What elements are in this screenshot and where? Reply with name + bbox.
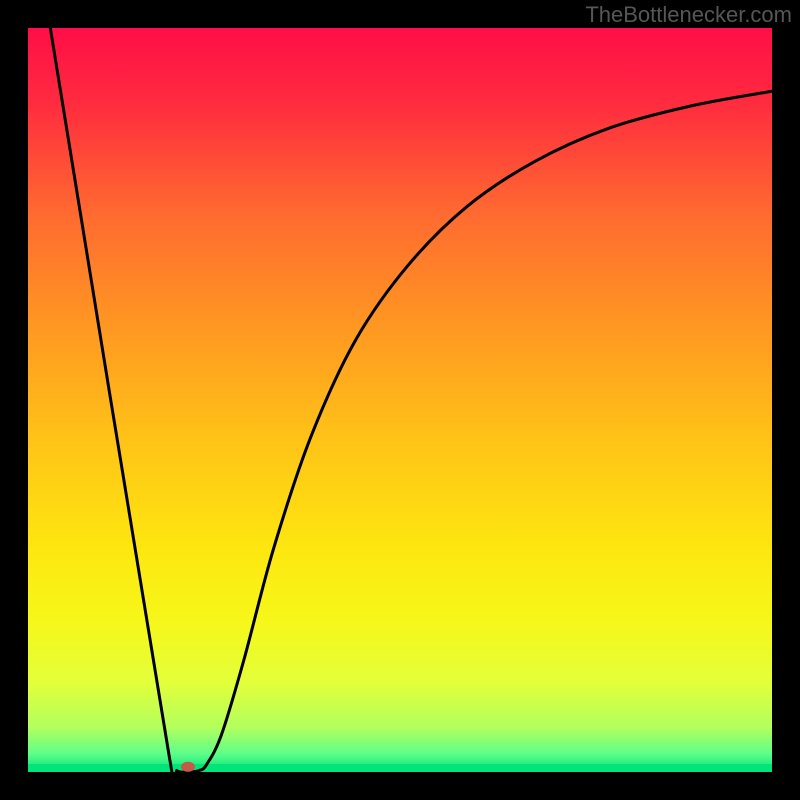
optimal-marker [181, 762, 195, 772]
chart-svg [0, 0, 800, 800]
watermark-text: TheBottlenecker.com [585, 2, 792, 28]
chart-frame: TheBottlenecker.com [0, 0, 800, 800]
bottom-band [28, 764, 772, 772]
gradient-background [28, 28, 772, 772]
